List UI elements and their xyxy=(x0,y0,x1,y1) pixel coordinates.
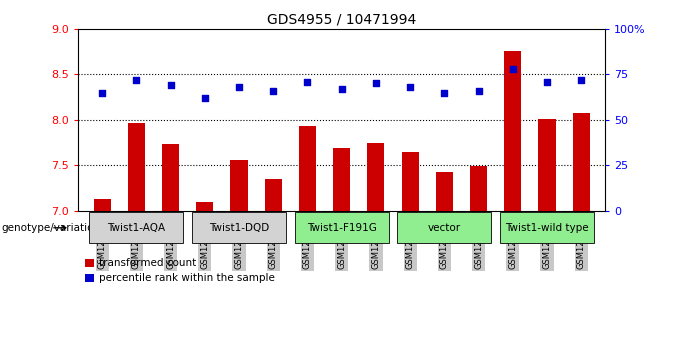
Point xyxy=(302,79,313,85)
Bar xyxy=(94,199,111,211)
Text: Twist1-AQA: Twist1-AQA xyxy=(107,223,165,233)
Title: GDS4955 / 10471994: GDS4955 / 10471994 xyxy=(267,12,416,26)
Bar xyxy=(299,126,316,211)
Bar xyxy=(402,151,419,211)
FancyBboxPatch shape xyxy=(397,212,492,243)
FancyBboxPatch shape xyxy=(89,212,184,243)
Point xyxy=(131,77,142,83)
Point xyxy=(371,81,381,86)
Point xyxy=(234,84,245,90)
FancyBboxPatch shape xyxy=(294,212,389,243)
Bar xyxy=(162,144,179,211)
Bar xyxy=(265,179,282,211)
Point xyxy=(439,90,449,95)
Point xyxy=(199,95,210,101)
Bar xyxy=(85,274,94,282)
Text: percentile rank within the sample: percentile rank within the sample xyxy=(99,273,275,283)
Point xyxy=(507,66,518,72)
Point xyxy=(337,86,347,92)
Text: vector: vector xyxy=(428,223,461,233)
Point xyxy=(541,79,552,85)
Bar xyxy=(436,172,453,211)
Point xyxy=(268,88,279,94)
Text: Twist1-F191G: Twist1-F191G xyxy=(307,223,377,233)
Bar xyxy=(85,259,94,267)
Bar xyxy=(231,160,248,211)
Point xyxy=(165,82,176,88)
Bar xyxy=(470,166,487,211)
Text: Twist1-DQD: Twist1-DQD xyxy=(209,223,269,233)
Text: Twist1-wild type: Twist1-wild type xyxy=(505,223,589,233)
Point xyxy=(405,84,415,90)
Bar xyxy=(333,148,350,211)
Point xyxy=(97,90,107,95)
FancyBboxPatch shape xyxy=(500,212,594,243)
Text: genotype/variation: genotype/variation xyxy=(1,223,101,233)
Bar xyxy=(197,202,214,211)
Bar xyxy=(505,51,522,211)
Text: transformed count: transformed count xyxy=(99,258,197,268)
Bar xyxy=(573,113,590,211)
Bar xyxy=(128,123,145,211)
Point xyxy=(473,88,484,94)
FancyBboxPatch shape xyxy=(192,212,286,243)
Bar xyxy=(367,143,384,211)
Bar xyxy=(539,119,556,211)
Point xyxy=(576,77,587,83)
